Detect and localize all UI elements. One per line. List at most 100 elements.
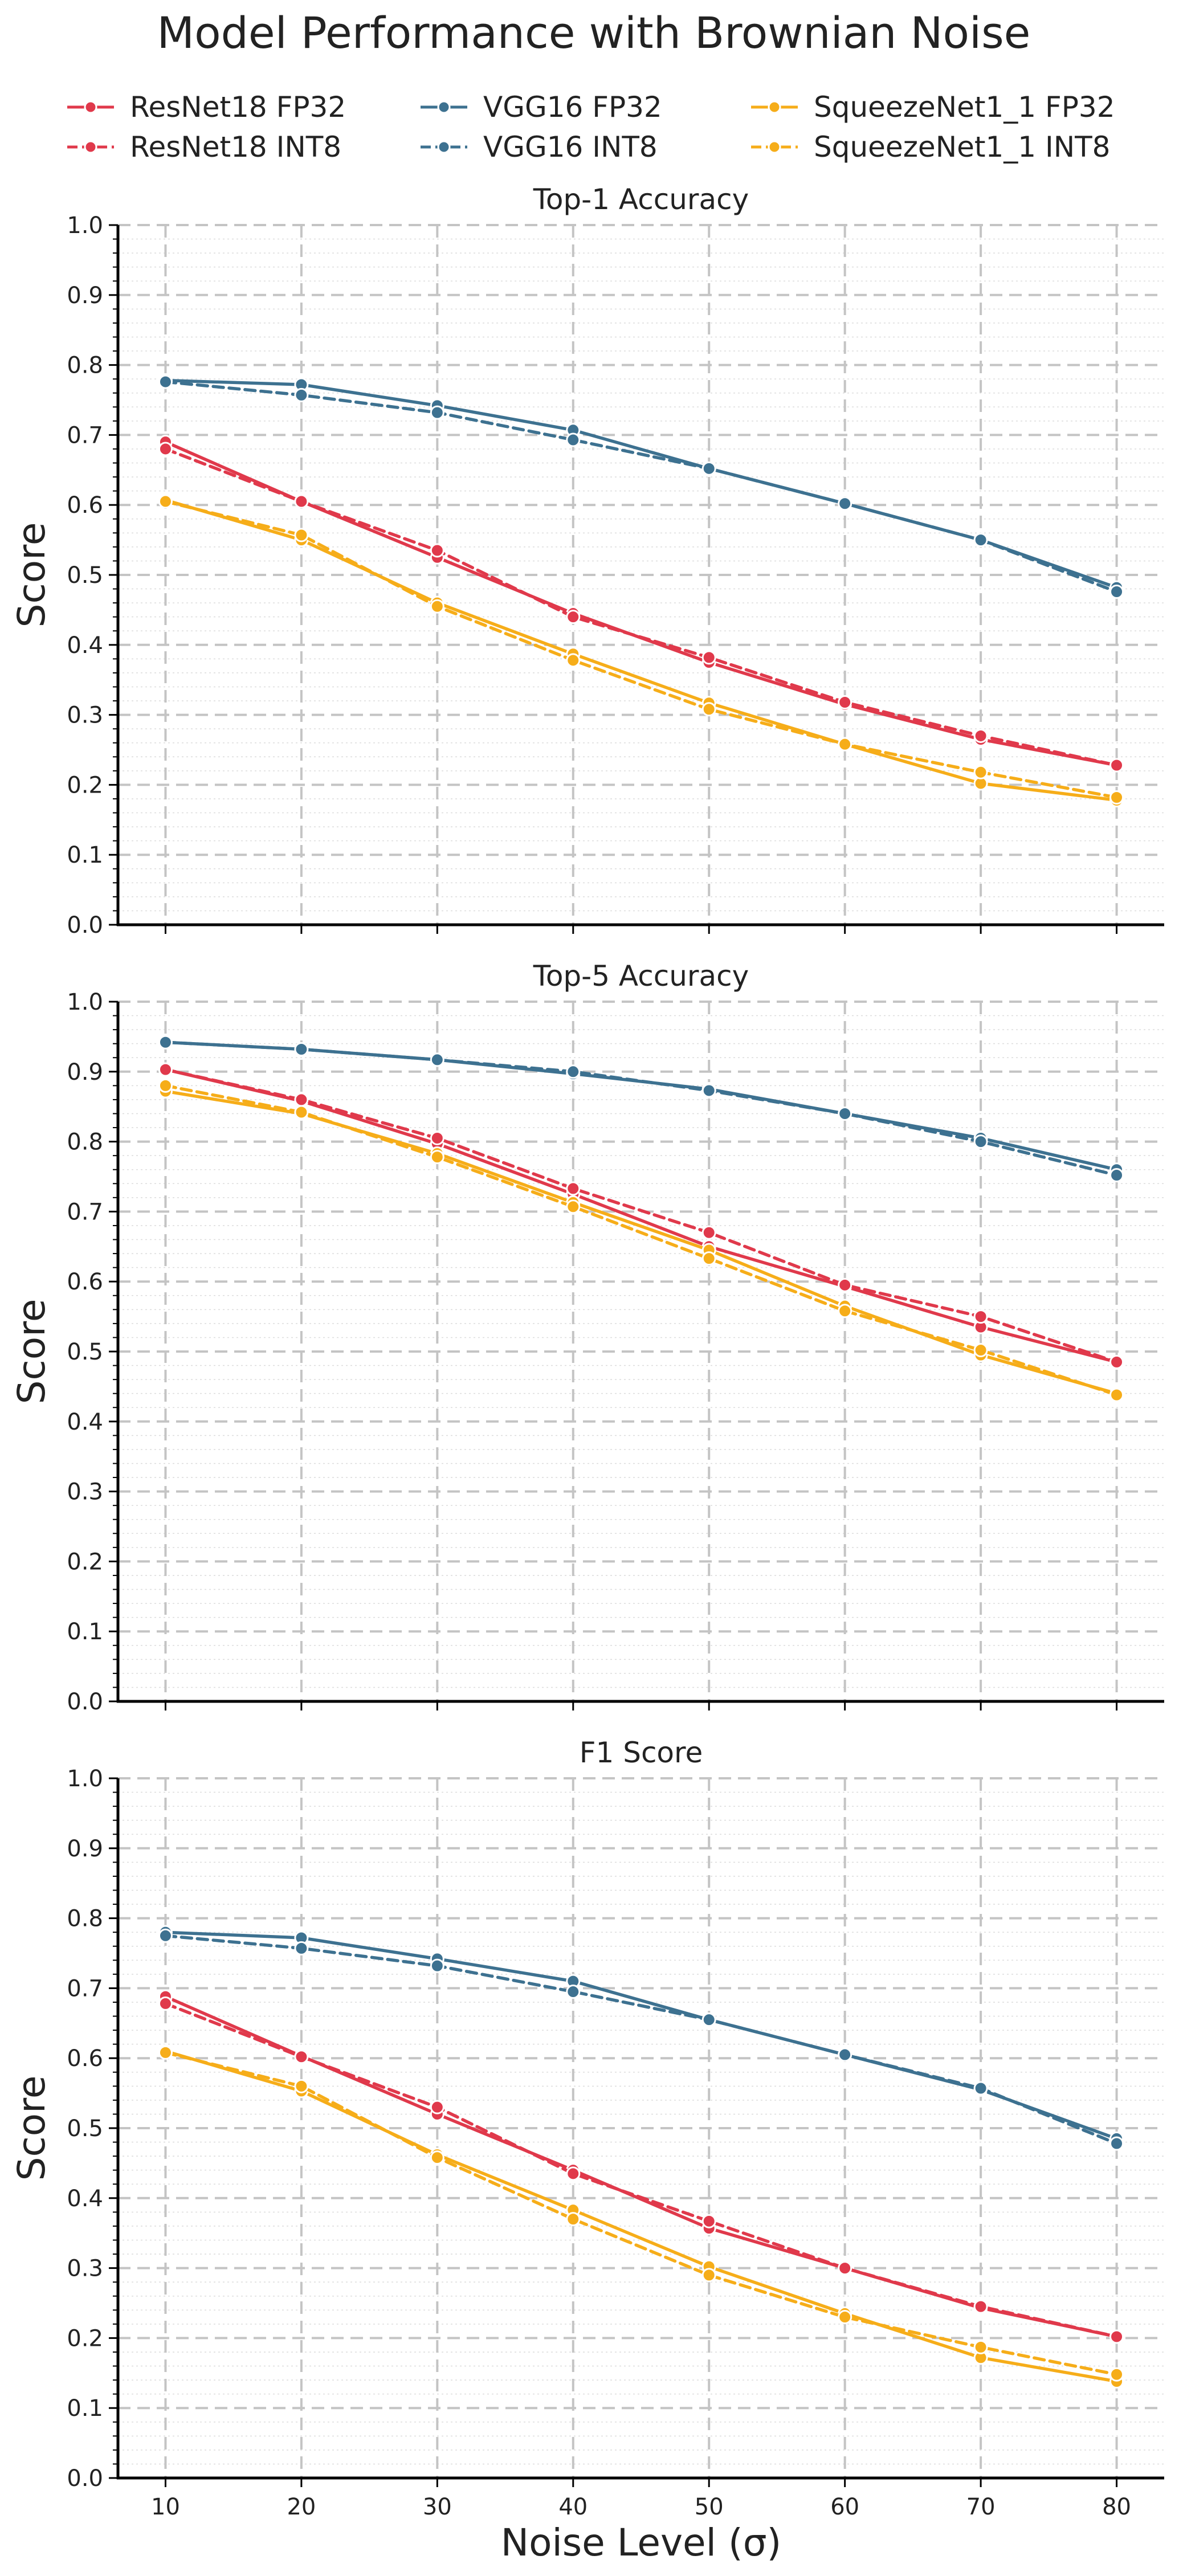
data-point xyxy=(566,2212,581,2227)
y-tick-label: 0.3 xyxy=(67,2256,103,2282)
series-line xyxy=(164,447,1119,767)
series-line xyxy=(164,1068,1119,1364)
series-line xyxy=(164,380,1119,594)
data-point xyxy=(430,1958,444,1973)
y-tick-label: 0.6 xyxy=(67,1269,103,1295)
legend-item-vgg16-fp32: VGG16 FP32 xyxy=(421,91,662,124)
data-point xyxy=(294,1105,309,1120)
y-tick-label: 0.4 xyxy=(67,2186,103,2212)
panel-f1-score: F1 Score 0.0 0.1 0.2 0.3 0.4 0.5 0.6 0.7 0.8 0.9 1.… xyxy=(10,1736,1164,2520)
data-point xyxy=(838,695,852,709)
data-point xyxy=(701,2214,716,2228)
data-point xyxy=(701,1225,716,1240)
panel-title: Top-5 Accuracy xyxy=(533,960,749,993)
data-point xyxy=(566,1985,581,1999)
data-point xyxy=(838,1106,852,1121)
data-point xyxy=(294,494,309,509)
data-point xyxy=(158,1078,173,1093)
series-line xyxy=(164,1040,1119,1177)
data-point xyxy=(158,1996,173,2011)
data-point xyxy=(566,1181,581,1196)
data-point xyxy=(294,1092,309,1107)
y-tick-label: 0.9 xyxy=(67,1836,103,1862)
data-point xyxy=(158,2045,173,2060)
y-tick-label: 0.0 xyxy=(67,1689,103,1715)
legend-label: ResNet18 INT8 xyxy=(130,130,341,164)
y-tick-label: 0.5 xyxy=(67,2116,103,2142)
data-point xyxy=(294,1941,309,1956)
legend-label: SqueezeNet1_1 FP32 xyxy=(814,91,1115,124)
data-point xyxy=(973,2340,988,2354)
legend-label: ResNet18 FP32 xyxy=(130,91,346,124)
data-point xyxy=(838,496,852,511)
legend-marker xyxy=(768,100,781,114)
legend: ResNet18 FP32 ResNet18 INT8 VGG16 FP32 VGG1… xyxy=(67,91,1115,164)
legend-item-vgg16-int8: VGG16 INT8 xyxy=(421,130,658,164)
data-point xyxy=(701,650,716,665)
data-point xyxy=(430,2100,444,2114)
legend-label: SqueezeNet1_1 INT8 xyxy=(814,130,1110,164)
x-tick-label: 70 xyxy=(966,2494,996,2520)
x-axis-label: Noise Level (σ) xyxy=(501,2521,782,2565)
data-point xyxy=(430,1130,444,1145)
series-line xyxy=(164,500,1119,799)
data-point xyxy=(158,1062,173,1077)
data-point xyxy=(838,1304,852,1318)
data-point xyxy=(973,533,988,548)
x-tick-label: 10 xyxy=(151,2494,180,2520)
y-tick-label: 0.3 xyxy=(67,703,103,729)
legend-marker xyxy=(768,140,781,154)
series-vgg16-int8 xyxy=(158,1035,1124,1183)
y-tick-label: 0.6 xyxy=(67,2046,103,2072)
data-point xyxy=(701,2012,716,2027)
panels: Top-1 Accuracy 0.0 0.1 0.2 0.3 0.4 0.5 0.6 0.7 0.… xyxy=(10,183,1164,2520)
legend-item-resnet18-fp32: ResNet18 FP32 xyxy=(67,91,346,124)
x-tick-label: 40 xyxy=(558,2494,588,2520)
y-tick-label: 0.8 xyxy=(67,1129,103,1156)
y-tick-label: 0.3 xyxy=(67,1479,103,1505)
y-tick-label: 0.8 xyxy=(67,1906,103,1932)
series-resnet18-int8 xyxy=(158,442,1124,773)
data-point xyxy=(1109,1354,1124,1369)
data-point xyxy=(1109,758,1124,773)
y-axis-label: Score xyxy=(10,522,54,628)
data-point xyxy=(430,2150,444,2165)
data-point xyxy=(294,1042,309,1057)
legend-marker xyxy=(437,100,451,114)
series-resnet18-int8 xyxy=(158,1996,1124,2344)
series-vgg16-int8 xyxy=(158,374,1124,599)
legend-marker xyxy=(84,100,97,114)
y-tick-label: 0.7 xyxy=(67,422,103,448)
series-squeezenet1-1-int8 xyxy=(158,494,1124,805)
y-tick-label: 0.8 xyxy=(67,353,103,379)
legend-label: VGG16 INT8 xyxy=(483,130,658,164)
series-squeezenet1-1-int8 xyxy=(158,2045,1124,2382)
x-tick-label: 20 xyxy=(287,2494,316,2520)
data-point xyxy=(973,1134,988,1149)
data-point xyxy=(158,1035,173,1050)
data-point xyxy=(701,1083,716,1098)
series-line xyxy=(164,2050,1119,2383)
y-tick-label: 0.0 xyxy=(67,912,103,938)
y-tick-label: 0.0 xyxy=(67,2465,103,2492)
data-point xyxy=(973,2299,988,2314)
legend-marker xyxy=(84,140,97,154)
panel-title: Top-1 Accuracy xyxy=(533,183,749,216)
y-tick-label: 0.2 xyxy=(67,772,103,798)
data-point xyxy=(701,702,716,717)
series-squeezenet1-1-int8 xyxy=(158,1078,1124,1402)
data-point xyxy=(973,765,988,779)
panel-top-1-accuracy: Top-1 Accuracy 0.0 0.1 0.2 0.3 0.4 0.5 0.6 0.7 0.… xyxy=(10,183,1164,938)
data-point xyxy=(838,2261,852,2276)
data-point xyxy=(838,737,852,752)
data-point xyxy=(566,653,581,668)
data-point xyxy=(973,1343,988,1358)
y-tick-label: 0.7 xyxy=(67,1975,103,2002)
data-point xyxy=(430,543,444,558)
data-point xyxy=(1109,584,1124,599)
series-line xyxy=(164,2002,1119,2338)
panel-top-5-accuracy: Top-5 Accuracy 0.0 0.1 0.2 0.3 0.4 0.5 0.6 0.7 0.… xyxy=(10,960,1164,1715)
data-point xyxy=(838,2047,852,2062)
y-tick-label: 1.0 xyxy=(67,989,103,1015)
